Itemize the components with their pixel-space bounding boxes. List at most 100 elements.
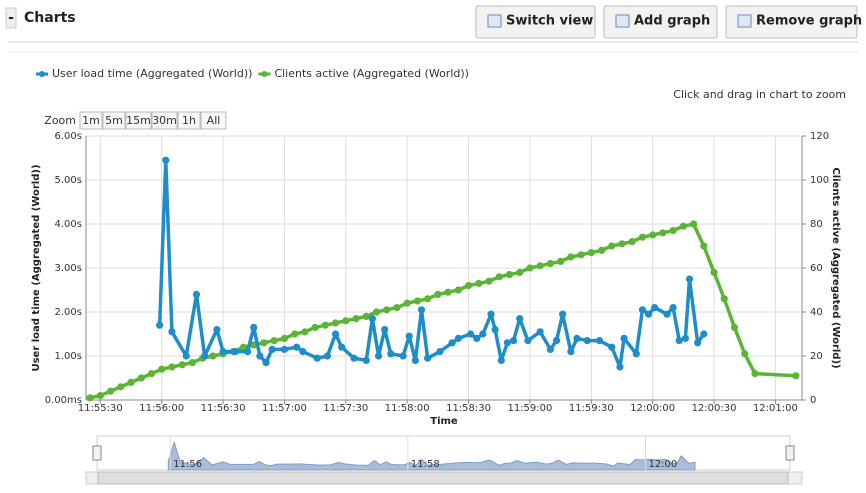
data-point — [168, 363, 176, 371]
zoom-button-label[interactable]: 1h — [182, 114, 196, 127]
data-point — [495, 273, 503, 281]
data-point — [552, 337, 561, 345]
data-point — [96, 392, 104, 400]
legend-marker[interactable] — [261, 71, 268, 77]
data-point — [280, 345, 289, 353]
y-tick-label: 1.00s — [55, 351, 82, 362]
data-point — [679, 222, 687, 230]
zoom-button[interactable] — [102, 111, 126, 130]
toolbar-button[interactable] — [603, 5, 718, 39]
zoom-button[interactable] — [79, 111, 103, 130]
button-icon[interactable] — [737, 14, 752, 28]
data-point — [559, 310, 567, 318]
toolbar-button[interactable] — [475, 5, 596, 39]
y2-tick-label: 100 — [810, 175, 829, 186]
data-point — [158, 365, 166, 373]
scrollbar-thumb[interactable] — [97, 471, 789, 485]
button-label[interactable]: Switch view — [506, 14, 593, 29]
data-point — [669, 304, 677, 312]
data-point — [268, 345, 276, 353]
data-point — [192, 290, 201, 298]
button-icon[interactable] — [487, 14, 502, 28]
data-point — [368, 315, 376, 323]
data-point — [156, 321, 164, 329]
zoom-label: Zoom — [44, 114, 76, 127]
data-point — [741, 350, 749, 358]
data-point — [491, 326, 499, 334]
button-label[interactable]: Add graph — [634, 14, 710, 29]
zoom-button[interactable] — [177, 111, 201, 130]
data-point — [256, 352, 264, 360]
legend-label[interactable]: Clients active (Aggregated (World)) — [274, 67, 469, 80]
data-point — [424, 354, 432, 362]
data-point — [436, 348, 444, 356]
zoom-button-label[interactable]: 5m — [105, 114, 123, 127]
data-point — [516, 315, 524, 323]
data-point — [372, 308, 381, 316]
data-point — [675, 337, 683, 345]
data-point — [350, 354, 358, 362]
zoom-button-label[interactable]: All — [207, 114, 221, 127]
data-point — [117, 383, 125, 391]
y2-tick-label: 20 — [810, 351, 823, 362]
y2-tick-label: 40 — [810, 307, 823, 318]
navigator-label: 12:00 — [648, 459, 677, 470]
data-point — [250, 323, 258, 331]
data-point — [403, 299, 411, 307]
data-point — [352, 315, 360, 323]
data-point — [473, 334, 481, 342]
navigator-handle[interactable] — [785, 445, 795, 461]
data-point — [311, 323, 319, 331]
data-point — [313, 354, 321, 362]
legend-marker[interactable] — [39, 71, 45, 77]
data-point — [659, 229, 667, 237]
data-point — [262, 359, 270, 367]
data-point — [689, 220, 698, 228]
data-point — [479, 330, 487, 338]
zoom-hint: Click and drag in chart to zoom — [673, 88, 846, 101]
data-point — [293, 343, 301, 351]
data-point — [387, 350, 395, 358]
zoom-button[interactable] — [151, 111, 178, 130]
data-point — [524, 337, 532, 345]
data-point — [546, 345, 554, 353]
data-point — [663, 310, 671, 318]
zoom-button-label[interactable]: 30m — [152, 114, 177, 127]
data-point — [127, 378, 135, 386]
button-icon[interactable] — [615, 14, 630, 28]
x-tick-label: 11:59:00 — [507, 403, 552, 414]
y2-axis-title: Clients active (Aggregated (World)) — [830, 167, 841, 368]
zoom-button[interactable] — [125, 111, 152, 130]
navigator-handle[interactable] — [92, 445, 102, 461]
x-tick-label: 11:58:30 — [446, 403, 491, 414]
zoom-button-label[interactable]: 1m — [82, 114, 100, 127]
data-point — [454, 334, 462, 342]
data-point — [338, 343, 346, 351]
y-tick-label: 0.00ms — [45, 395, 82, 406]
y2-tick-label: 80 — [810, 219, 823, 230]
data-point — [485, 277, 493, 285]
x-axis-title: Time — [430, 416, 458, 427]
x-tick-label: 11:55:30 — [78, 403, 123, 414]
y-tick-label: 4.00s — [55, 219, 82, 230]
data-point — [137, 374, 145, 382]
data-point — [669, 227, 677, 235]
legend-label[interactable]: User load time (Aggregated (World)) — [52, 67, 252, 80]
button-label[interactable]: Remove graph — [756, 14, 862, 29]
data-point — [201, 352, 209, 360]
x-tick-label: 11:56:30 — [201, 403, 246, 414]
zoom-button[interactable] — [200, 111, 227, 130]
collapse-button[interactable] — [5, 7, 17, 29]
y-tick-label: 6.00s — [55, 131, 82, 142]
zoom-button-label[interactable]: 15m — [126, 114, 151, 127]
toolbar-button[interactable] — [725, 5, 858, 39]
data-point — [487, 310, 495, 318]
collapse-icon[interactable]: - — [8, 10, 14, 26]
data-point — [147, 370, 156, 378]
data-point — [393, 304, 401, 312]
data-point — [405, 332, 413, 340]
data-point — [681, 334, 689, 342]
